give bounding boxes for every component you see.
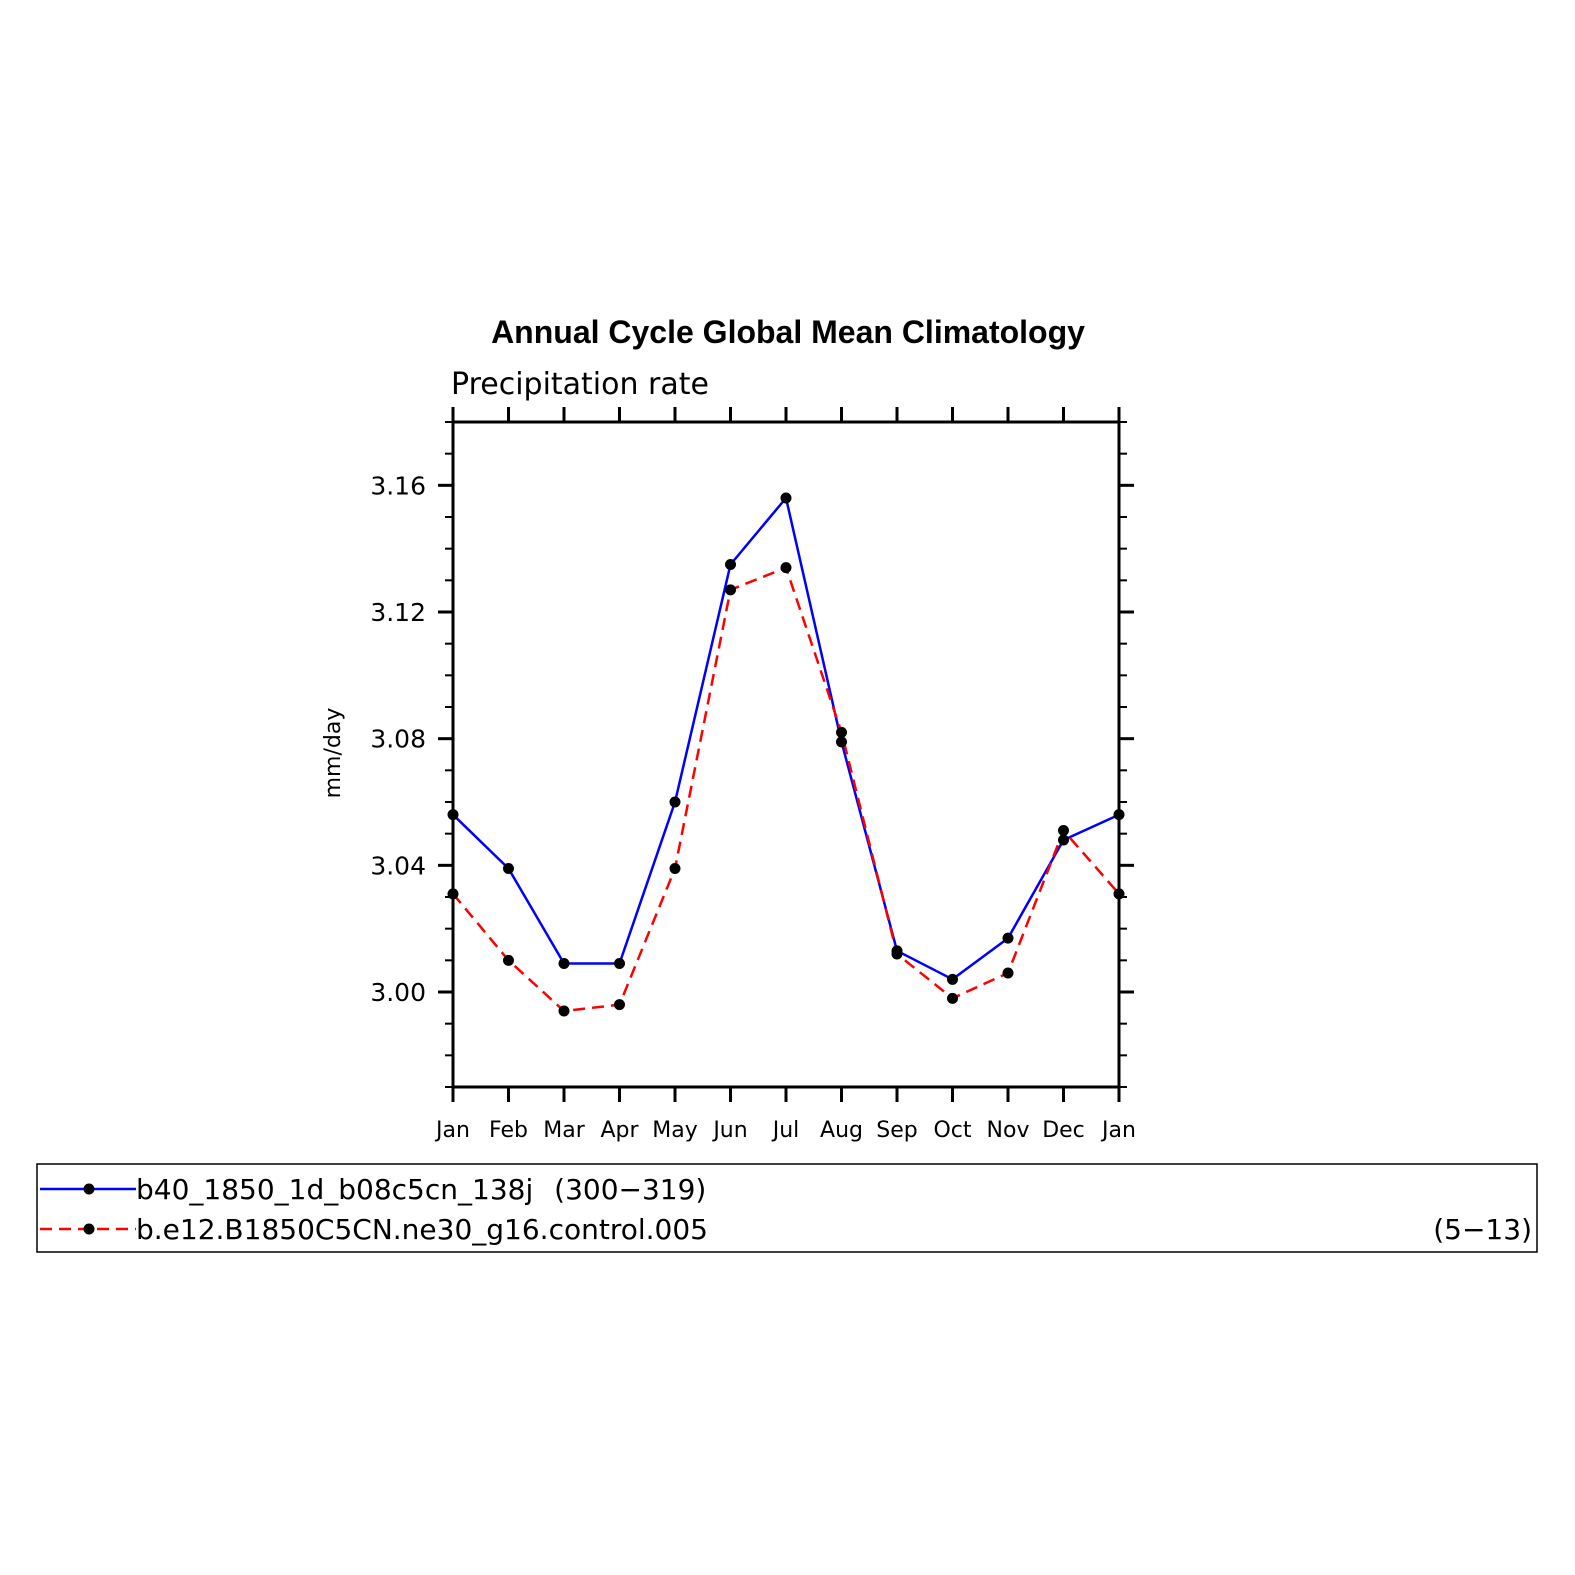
chart-title: Annual Cycle Global Mean Climatology xyxy=(491,314,1085,350)
x-tick-label: Apr xyxy=(600,1118,639,1143)
series-2-point xyxy=(836,726,847,738)
y-tick-label: 3.00 xyxy=(370,978,426,1007)
x-tick-label: Jun xyxy=(711,1118,747,1143)
y-tick-label: 3.04 xyxy=(370,851,426,880)
series-points xyxy=(447,492,1125,1017)
series-2-point xyxy=(891,948,903,960)
legend-marker-1 xyxy=(83,1183,95,1195)
legend-series-name-1: b40_1850_1d_b08c5cn_138j xyxy=(136,1173,533,1206)
series-2-point xyxy=(725,584,736,596)
series-2-point xyxy=(558,1005,570,1017)
legend-label-1: b40_1850_1d_b08c5cn_138j (300−319) xyxy=(136,1173,706,1206)
chart-subtitle: Precipitation rate xyxy=(451,367,709,402)
legend: b40_1850_1d_b08c5cn_138j (300−319) b.e12… xyxy=(36,1163,1538,1253)
series-1-point xyxy=(780,492,792,504)
x-tick-label: Sep xyxy=(876,1118,917,1143)
series-1-point xyxy=(503,863,514,874)
x-tick-label: May xyxy=(652,1118,697,1143)
series-1-point xyxy=(558,958,570,969)
x-tick-label: Dec xyxy=(1042,1118,1085,1143)
axis-ticks xyxy=(438,407,1134,1102)
legend-marker-2 xyxy=(83,1223,95,1235)
series-2-point xyxy=(614,999,625,1011)
x-tick-label: Mar xyxy=(543,1118,585,1143)
y-axis-label: mm/day xyxy=(321,708,346,799)
series-1-point xyxy=(725,559,736,570)
x-tick-label: Jan xyxy=(434,1118,470,1143)
legend-entry-1: b40_1850_1d_b08c5cn_138j (300−319) xyxy=(40,1173,706,1206)
legend-series-range-2: (5−13) xyxy=(1433,1213,1532,1246)
series-1-point xyxy=(836,736,847,748)
legend-series-range-1: (300−319) xyxy=(554,1173,706,1206)
series-2-point xyxy=(1058,825,1069,836)
series-2-point xyxy=(503,954,514,966)
series-2-point xyxy=(1002,967,1014,979)
y-tick-label: 3.16 xyxy=(370,471,426,500)
series-1-point xyxy=(1058,834,1069,846)
x-tick-label: Jan xyxy=(1100,1118,1136,1143)
plot-frame xyxy=(451,420,1121,1089)
series-1-point xyxy=(1002,932,1014,944)
legend-series-name-2: b.e12.B1850C5CN.ne30_g16.control.005 xyxy=(136,1213,708,1246)
y-tick-labels: 3.00 3.04 3.08 3.12 3.16 xyxy=(370,471,426,1007)
x-tick-label: Feb xyxy=(489,1118,528,1143)
x-tick-label: Jul xyxy=(771,1118,800,1143)
series-1-point xyxy=(614,958,625,969)
series-2-point xyxy=(780,562,792,574)
y-tick-label: 3.12 xyxy=(370,598,426,627)
series-2-point xyxy=(669,863,681,874)
x-tick-label: Aug xyxy=(820,1118,863,1143)
x-tick-labels: Jan Feb Mar Apr May Jun Jul Aug Sep Oct Nov Dec Jan xyxy=(434,1118,1136,1143)
series-2-point xyxy=(947,992,958,1004)
legend-box xyxy=(36,1163,1538,1253)
y-tick-label: 3.08 xyxy=(370,725,426,754)
legend-entry-2: b.e12.B1850C5CN.ne30_g16.control.005 (5−… xyxy=(40,1213,1532,1246)
series-lines xyxy=(452,496,1120,1013)
series-1-point xyxy=(947,973,958,985)
x-tick-label: Nov xyxy=(987,1118,1030,1143)
x-tick-label: Oct xyxy=(933,1118,971,1143)
series-1-point xyxy=(669,796,681,808)
